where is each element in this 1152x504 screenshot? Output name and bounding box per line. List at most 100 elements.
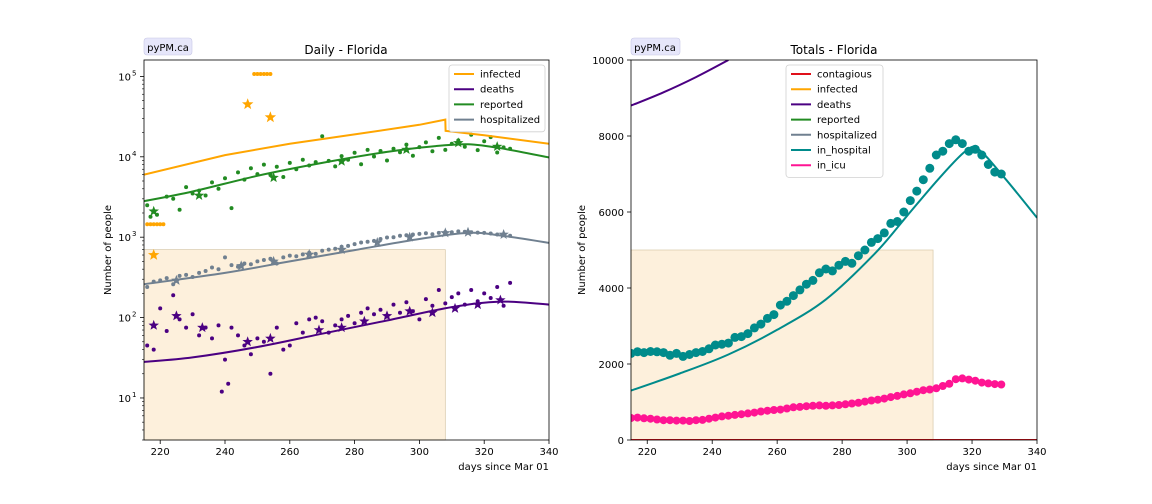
deaths-point [190,312,195,317]
in-icu-point [893,391,902,400]
hospitalized-point [300,252,305,257]
clipped-marks [144,72,549,394]
y-tick-label: 10 [118,394,131,405]
in-hospital-point [808,275,818,285]
deaths-point [391,302,396,307]
reported-star [268,172,279,183]
in-icu-point [847,399,856,408]
infected-point [255,72,260,76]
deaths-star [148,319,159,330]
infected-star [264,111,277,123]
legend-label-reported: reported [480,100,523,111]
hospitalized-point [164,276,169,281]
deaths-point [404,300,409,305]
hospitalized-point [313,251,318,256]
in-hospital-point [795,285,805,295]
hospitalized-point [229,263,234,268]
in-hospital-point [775,300,785,310]
hospitalized-point [423,231,428,236]
in-icu-point [867,396,876,405]
deaths-star [313,324,325,335]
right-badge-box [630,37,681,56]
reported-point [352,150,357,155]
reported-point [365,147,370,152]
deaths-point [365,306,370,311]
in-hospital-point [769,310,779,320]
reported-star [148,205,159,216]
deaths-point [307,317,312,322]
deaths-point [372,312,376,317]
reported-point [223,176,227,181]
in-hospital-point [853,251,863,261]
reported-point [274,164,279,169]
right-x-axis-label: days since Mar 01 [946,462,1037,473]
left-plot-frame [143,59,550,441]
reported-point [385,158,389,163]
deaths-star [381,310,393,321]
deaths-line [144,300,549,363]
in-icu-point [990,380,999,389]
right-badge-label: pyPM.ca [634,43,676,54]
hospitalized-star [498,229,509,239]
in-hospital-point [860,245,870,255]
y-tick-label: 10 [118,233,131,244]
deaths-point [255,336,260,341]
in-hospital-point [957,139,967,149]
reported-point [248,166,253,171]
reported-point [229,206,234,211]
in-icu-point [971,376,980,385]
reported-line [144,143,549,203]
deaths-point [164,329,169,333]
in-icu-point [705,414,713,423]
hospitalized-line [144,231,549,286]
deaths-point [469,288,474,292]
in-hospital-point [918,175,928,185]
left-y-axis-label: Number of people [103,205,114,295]
in-hospital-point [801,279,811,289]
deaths-point [313,315,318,320]
hospitalized-point [294,254,299,259]
in-icu-point [821,401,830,410]
deaths-point [281,347,286,352]
in-icu-point [724,411,733,420]
reported-point [436,135,441,140]
in-icu-point [795,402,804,411]
y-tick-label: 8000 [599,132,624,143]
in-icu-point [977,378,986,387]
deaths-star [359,315,370,326]
hospitalized-star [440,227,451,238]
in-icu-point [737,410,746,419]
x-tick-label: 300 [898,447,917,458]
infected-point [158,222,163,227]
left-legend: infected deaths reported hospitalized [448,64,546,133]
in-icu-point [906,389,915,398]
deaths-point [508,280,513,285]
reported-point [391,146,396,151]
legend-label-hospitalized: hospitalized [480,115,540,126]
right-chart-title: Totals - Florida [789,43,877,57]
infected-point [161,222,166,227]
y-tick-label: 10 [118,314,131,325]
y-tick-exponent: 5 [132,69,136,77]
deaths-star [171,310,182,321]
legend-label-deaths: deaths [817,100,851,111]
deaths-point [320,319,325,324]
in-icu-point [698,415,707,424]
in-icu-point [925,385,934,394]
hospitalized-point [261,258,266,262]
deaths-point [268,371,273,376]
deaths-point [333,323,338,328]
left-x-ticks: 220 240 260 280 300 320 340 [151,440,559,458]
y-tick-label: 10 [118,153,131,164]
in-icu-point [769,406,778,414]
hospitalized-point [333,246,338,251]
deaths-point [359,310,364,315]
legend-label-in_hospital: in_hospital [817,146,871,157]
hospitalized-point [203,269,208,273]
hospitalized-point [197,270,202,275]
hospitalized-point [456,229,461,234]
hospitalized-point [287,253,292,258]
